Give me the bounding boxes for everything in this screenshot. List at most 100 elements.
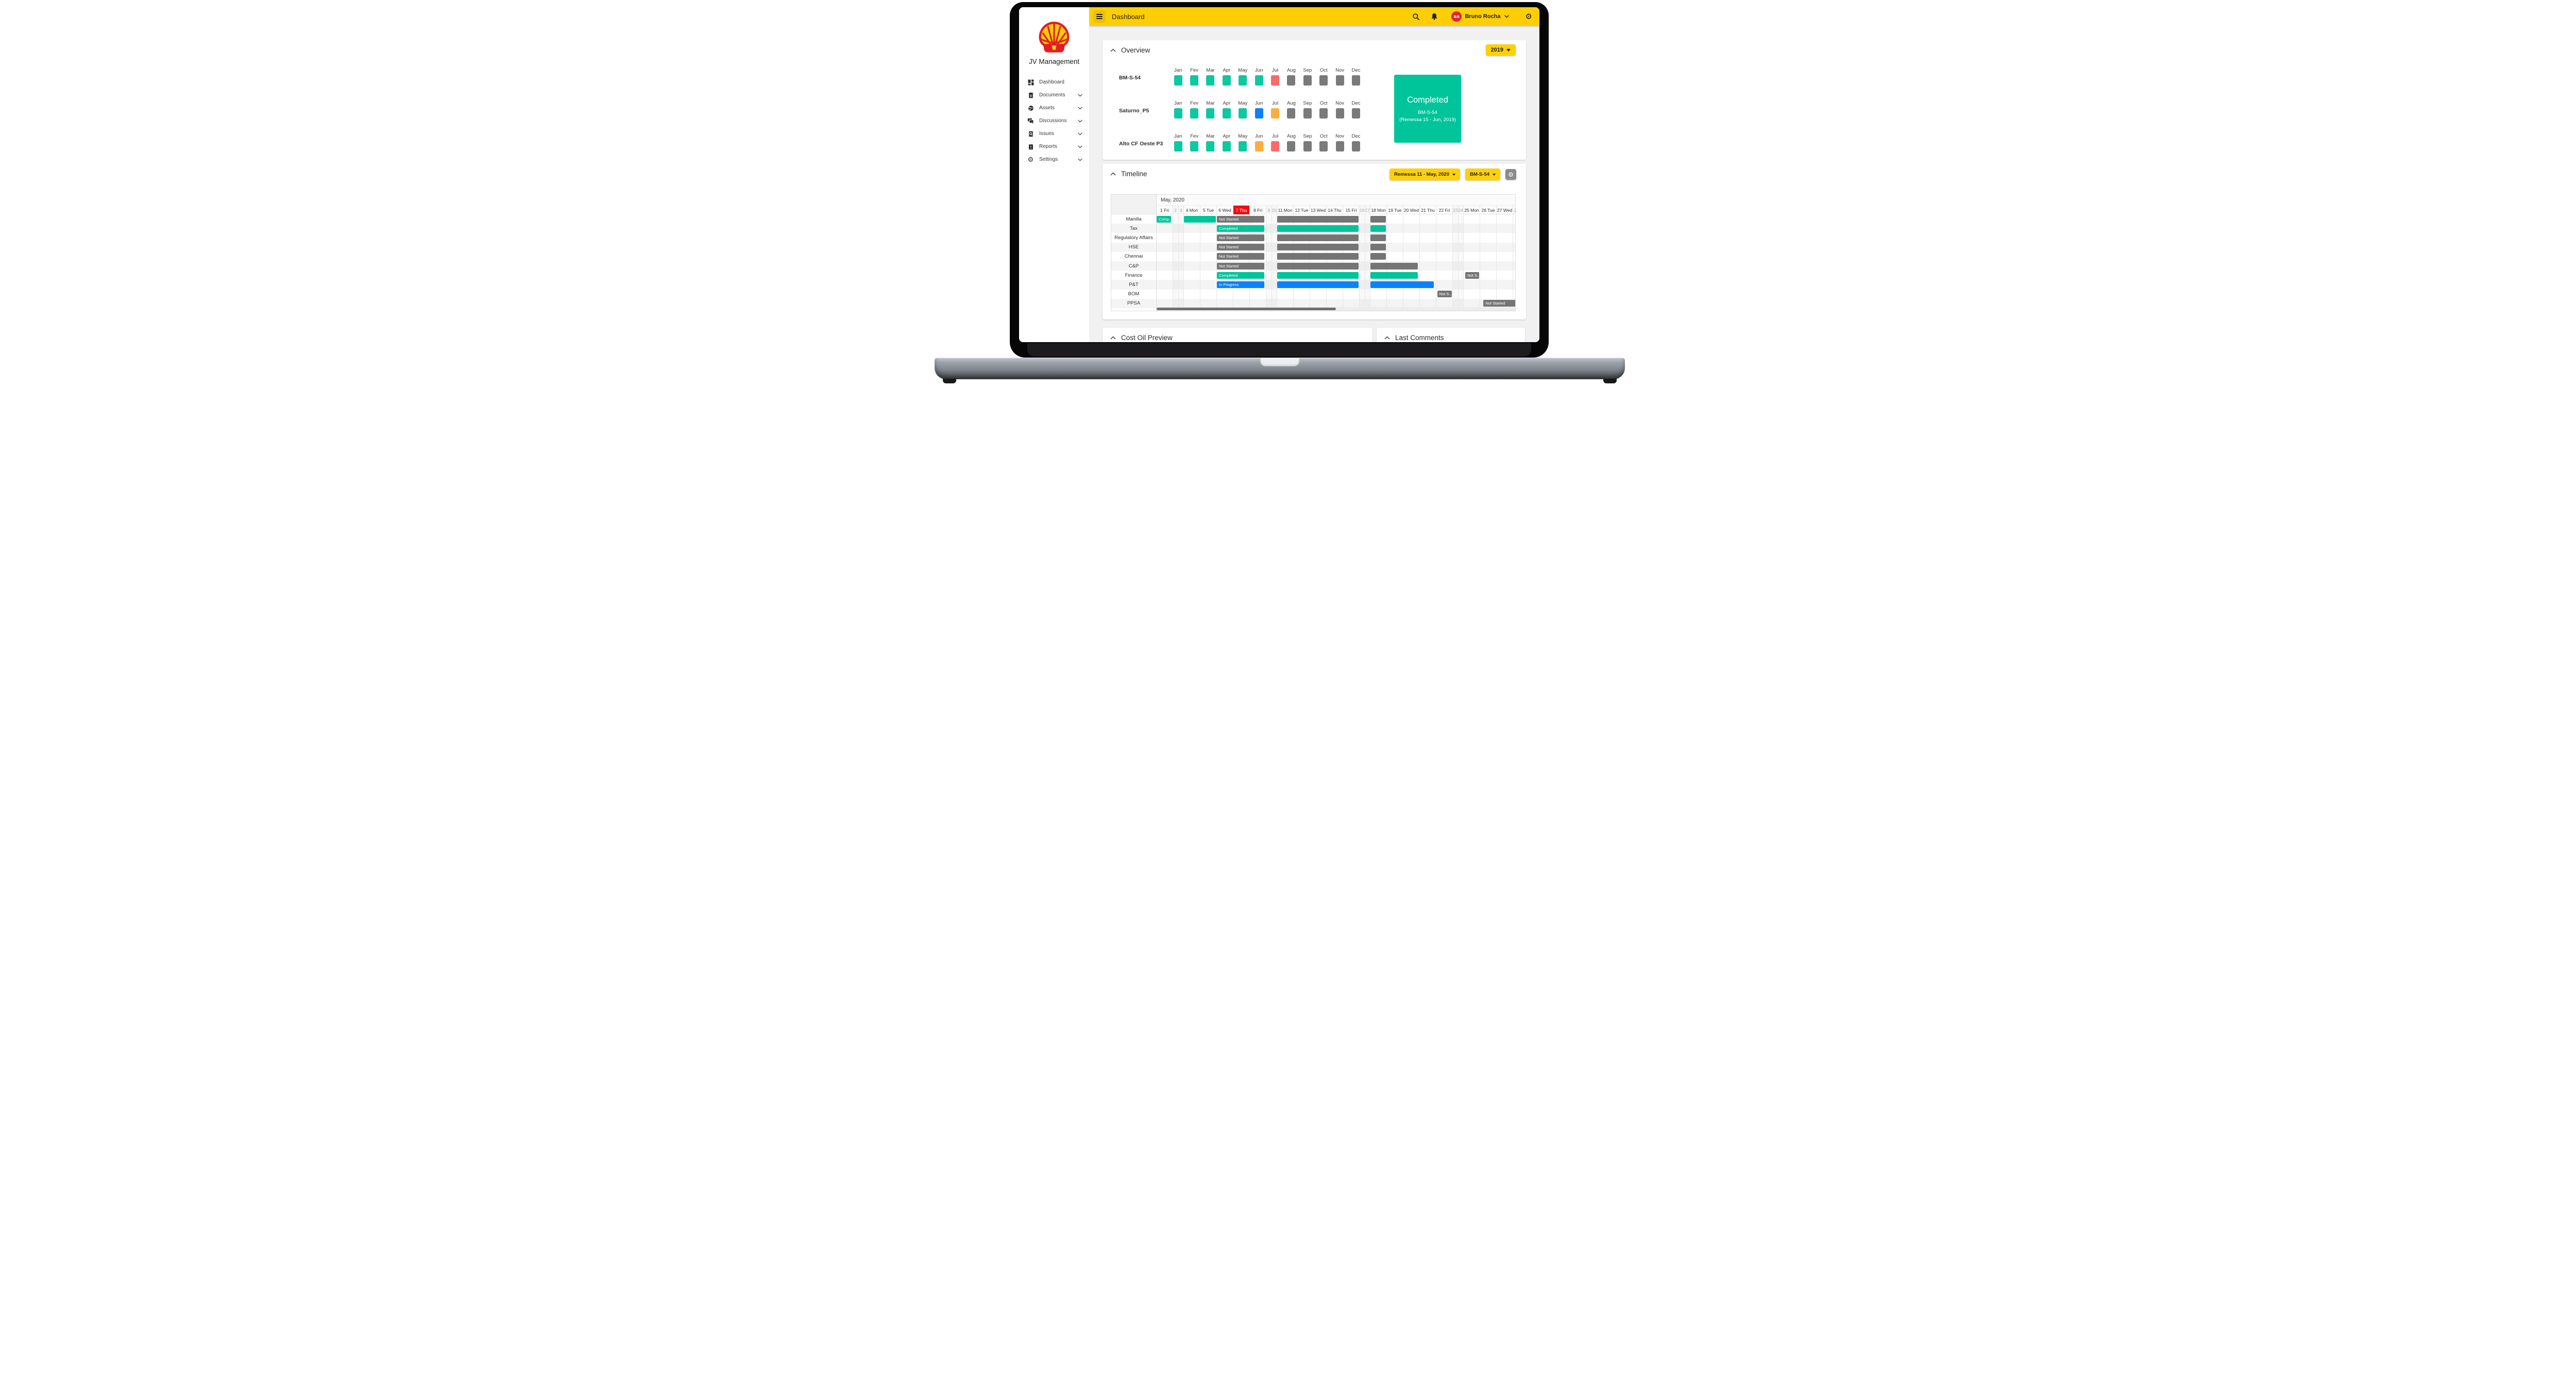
gear-icon[interactable]: ⚙ [1525,12,1532,21]
gantt-day: 28 Thu [1513,206,1515,214]
gantt-task-bar[interactable]: Completed [1217,225,1265,232]
collapse-timeline-icon[interactable] [1110,172,1116,176]
timeline-card: Timeline Remessa 11 - May, 2020 BM-S-54 … [1103,164,1526,319]
dropdown-arrow-icon [1506,48,1511,52]
gantt-day: 2 [1173,206,1179,214]
gantt-task-bar[interactable] [1370,262,1418,269]
month-label: Nov [1335,100,1345,106]
gantt-task-bar[interactable] [1370,234,1386,241]
globe-icon [1027,105,1034,111]
bell-icon[interactable] [1431,13,1438,21]
gantt-task-bar[interactable] [1370,281,1434,288]
gantt-column [1266,214,1272,308]
chat-icon [1027,117,1034,124]
collapse-last-comments-icon[interactable] [1384,336,1390,340]
chevron-down-icon [1078,94,1082,97]
gantt-task-bar[interactable] [1277,281,1359,288]
gantt-task-bar[interactable]: Not Started [1217,253,1265,260]
gantt-day: 26 Tue [1480,206,1497,214]
gantt-task-bar[interactable]: Not S... [1437,291,1452,298]
gantt-task-bar[interactable]: Not Started [1217,234,1265,241]
gantt-task-bar[interactable]: Not S... [1465,272,1479,279]
sidebar-item-dashboard[interactable]: Dashboard [1019,76,1089,89]
gantt-row-label: Tax [1111,224,1156,233]
last-comments-title: Last Comments [1395,334,1444,342]
user-name[interactable]: Bruno Rocha [1465,13,1501,20]
month-label: May [1238,68,1248,73]
gantt-task-bar[interactable] [1370,215,1386,223]
gantt-task-bar[interactable] [1277,262,1359,269]
sidebar-item-discussions[interactable]: Discussions [1019,114,1089,127]
gantt-column [1277,214,1294,308]
gantt-column [1513,214,1515,308]
gantt-day: 6 Wed [1217,206,1233,214]
gantt-day-header: 1 Fri 2 3 4 Mon 5 Tue 6 Wed 7 Thu 8 Fri 9 10 11 Mo… [1157,206,1515,214]
gantt-task-bar[interactable] [1370,225,1386,232]
gantt-column [1453,214,1459,308]
gantt-task-bar[interactable]: In Progress [1217,281,1265,288]
gantt-task-bar[interactable] [1370,244,1386,251]
gantt-task-bar[interactable] [1277,253,1359,260]
overview-title: Overview [1121,46,1150,54]
gantt-task-bar[interactable] [1277,234,1359,241]
asset-filter-button[interactable]: BM-S-54 [1465,168,1500,180]
gantt-row-label: C&P [1111,261,1156,271]
timeline-title: Timeline [1121,170,1147,178]
laptop-mockup: JV Management Dashboard Documents Assets Di… [884,0,1692,387]
menu-icon[interactable] [1093,10,1106,23]
month-status-square [1271,108,1280,119]
chevron-down-icon [1078,158,1082,161]
gantt-day: 9 [1266,206,1272,214]
month-label: Nov [1335,68,1345,73]
asset-name: Saturno_P5 [1119,108,1149,114]
sidebar-item-documents[interactable]: Documents [1019,89,1089,102]
gantt-task-bar[interactable]: Not Started [1217,244,1265,251]
laptop-bezel: JV Management Dashboard Documents Assets Di… [1010,2,1549,358]
dashboard-icon [1027,79,1034,86]
gantt-task-bar[interactable]: Not Started [1217,262,1265,269]
last-comments-card: Last Comments [1377,328,1525,342]
gantt-day: 22 Fri [1436,206,1453,214]
gantt-task-bar[interactable] [1277,272,1359,279]
gantt-day: 10 [1272,206,1277,214]
status-highlight-card: Completed BM-S-54 (Remessa 15 - Jun, 201… [1394,75,1461,143]
month-status-square [1174,75,1182,86]
gantt-task-bar[interactable]: Not Started [1483,300,1515,307]
gantt-day: 15 Fri [1343,206,1360,214]
month-status-square [1351,108,1360,119]
year-filter-button[interactable]: 2019 [1485,44,1516,56]
gantt-column [1184,214,1200,308]
collapse-cost-oil-icon[interactable] [1110,336,1116,340]
month-status-square [1255,108,1263,119]
gantt-chart: Manilla Tax Regulatory Affairs HSE Chennai C&… [1111,194,1516,311]
gantt-task-bar[interactable]: Comp... [1157,215,1172,223]
gantt-task-bar[interactable] [1370,272,1418,279]
avatar[interactable]: BR [1451,11,1462,22]
sidebar-item-issues[interactable]: Issues [1019,127,1089,140]
remessa-filter-button[interactable]: Remessa 11 - May, 2020 [1389,168,1460,180]
sidebar-item-assets[interactable]: Assets [1019,102,1089,114]
gantt-column [1343,214,1360,308]
gantt-task-bar[interactable] [1370,253,1386,260]
laptop-notch [1260,358,1299,366]
gantt-task-bar[interactable] [1277,225,1359,232]
gantt-column [1250,214,1266,308]
gantt-task-bar[interactable] [1277,244,1359,251]
overview-asset-row: Saturno_P5 Jan Fev Mar Apr May Jun Jul Aug Sep Oct… [1111,88,1364,121]
gantt-scrollbar-thumb[interactable] [1157,308,1336,310]
month-status-square [1190,141,1199,151]
collapse-overview-icon[interactable] [1110,48,1116,52]
timeline-settings-button[interactable]: ⚙ [1505,169,1516,180]
gantt-column [1497,214,1513,308]
gantt-task-bar[interactable] [1277,215,1359,223]
shell-logo [1039,22,1070,53]
search-icon[interactable] [1412,13,1420,21]
chevron-down-icon[interactable] [1504,15,1509,18]
gantt-task-bar[interactable] [1184,215,1216,223]
gantt-day: 4 Mon [1184,206,1200,214]
gantt-task-bar[interactable]: Not Started [1217,215,1265,223]
gantt-task-bar[interactable]: Completed [1217,272,1265,279]
sidebar-item-reports[interactable]: Reports [1019,140,1089,153]
sidebar-item-settings[interactable]: ⚙ Settings [1019,153,1089,166]
month-status-square [1174,141,1182,151]
